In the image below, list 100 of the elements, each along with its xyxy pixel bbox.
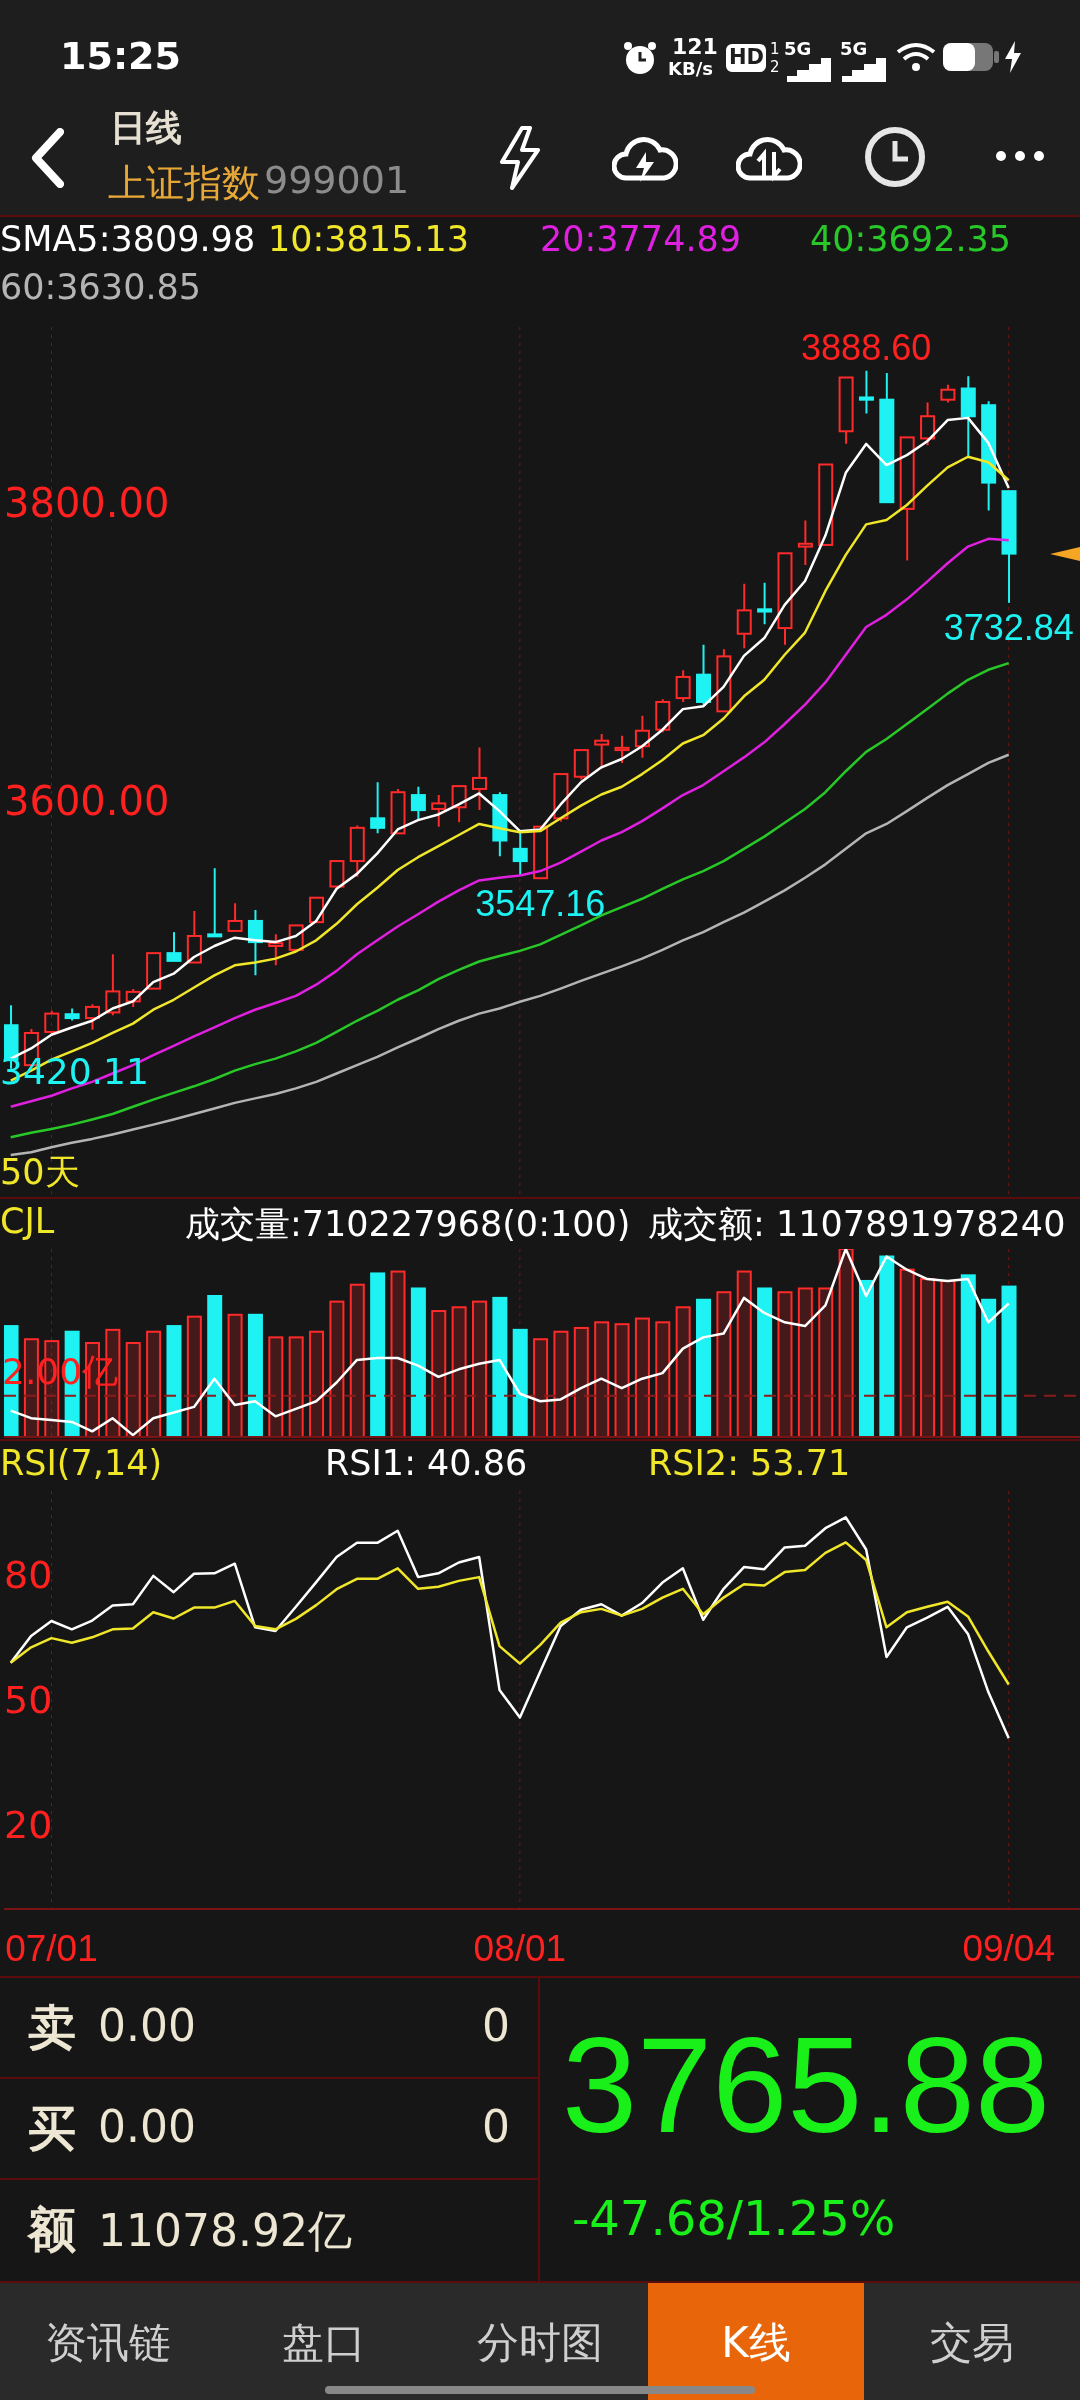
candlestick [533, 825, 549, 880]
text: 0.00 [98, 2101, 196, 2152]
bar [512, 1328, 528, 1437]
bar [492, 1296, 508, 1437]
bar [879, 1255, 895, 1437]
bar [186, 1315, 202, 1437]
text: 11078.92亿 [98, 2204, 352, 2258]
text: 买 [28, 2099, 76, 2158]
candlestick [471, 746, 487, 812]
y-tick-label: 80 [4, 1552, 53, 1597]
text: 2 [770, 58, 780, 76]
x-tick-label: 09/04 [962, 1928, 1056, 1969]
text: 资讯链 [44, 2317, 172, 2369]
bar [655, 1321, 671, 1437]
candlestick [981, 400, 997, 512]
text: 20:3774.89 [540, 219, 742, 259]
text: -47.68/1.25% [572, 2190, 896, 2246]
candlestick [288, 924, 304, 951]
bar [146, 1330, 162, 1437]
candlestick [431, 794, 447, 828]
bar [594, 1321, 610, 1437]
bar [410, 1287, 426, 1437]
bar [736, 1270, 752, 1437]
candlestick [370, 781, 386, 835]
candlestick [247, 908, 263, 977]
bar [757, 1287, 773, 1437]
bar [818, 1287, 834, 1437]
candlestick [1001, 490, 1017, 604]
candlestick [920, 401, 936, 447]
series-label: RSI1: 40.86 [325, 1443, 528, 1483]
bar [696, 1298, 712, 1437]
bar [797, 1287, 813, 1437]
text: SMA5:3809.98 [0, 219, 256, 259]
bar [329, 1300, 345, 1437]
text: 额 [28, 2200, 76, 2259]
bar [634, 1317, 650, 1437]
bar [166, 1325, 182, 1437]
series-label: RSI2: 53.71 [648, 1443, 851, 1483]
text: HD [729, 45, 765, 69]
bar [268, 1336, 284, 1437]
bar [899, 1268, 915, 1437]
candlestick [227, 902, 243, 932]
text: 卖 [28, 1998, 76, 2057]
text: 盘口 [281, 2317, 367, 2369]
bar [247, 1313, 263, 1437]
text: 成交量:710227968(0:100) [185, 1203, 631, 1246]
bar [370, 1272, 386, 1437]
y-tick-label: 20 [4, 1803, 53, 1848]
bar [288, 1336, 304, 1437]
bar [614, 1323, 630, 1437]
candlestick [696, 643, 712, 706]
text: 15:25 [60, 34, 181, 78]
text: 上证指数 [108, 160, 260, 207]
bar [981, 1298, 997, 1437]
bar [573, 1326, 589, 1437]
bar [431, 1310, 447, 1437]
candlestick [879, 372, 895, 504]
bar [125, 1342, 141, 1437]
x-tick-label: 07/01 [5, 1928, 98, 1969]
candlestick [309, 896, 325, 924]
text: 3765.88 [562, 2009, 1050, 2163]
text: 0.00 [98, 2000, 196, 2051]
bar [716, 1291, 732, 1437]
bar [940, 1279, 956, 1437]
bar [451, 1306, 467, 1437]
text: 分时图 [476, 2317, 604, 2369]
candlestick [960, 375, 976, 459]
candlestick [757, 581, 773, 626]
candlestick [736, 582, 752, 650]
candlestick [329, 860, 345, 888]
candlestick [268, 933, 284, 967]
candlestick [105, 953, 121, 1017]
candlestick [838, 376, 854, 445]
bar [675, 1306, 691, 1437]
bar [471, 1300, 487, 1437]
candlestick [146, 952, 162, 990]
bar [960, 1274, 976, 1437]
candlestick [899, 436, 915, 562]
text: 999001 [264, 158, 410, 202]
text: 5G [840, 38, 868, 59]
candlestick [614, 734, 630, 764]
candlestick [410, 785, 426, 822]
chart-title: CJL [0, 1201, 55, 1241]
bar [227, 1313, 243, 1437]
bar [309, 1330, 325, 1437]
bar [553, 1330, 569, 1437]
bar [838, 1249, 854, 1437]
candlestick [512, 831, 528, 877]
annotation: 3547.16 [475, 883, 606, 926]
text: 成交额: 1107891978240 [648, 1203, 1066, 1246]
candlestick [858, 369, 874, 415]
candlestick [797, 519, 813, 566]
y-tick-label: 3600.00 [4, 777, 170, 824]
candlestick [634, 714, 650, 759]
candlestick [207, 867, 223, 938]
annotation: 3732.84 [943, 606, 1074, 649]
bar [777, 1291, 793, 1437]
bar [390, 1270, 406, 1437]
bar [349, 1283, 365, 1437]
bar [533, 1338, 549, 1437]
